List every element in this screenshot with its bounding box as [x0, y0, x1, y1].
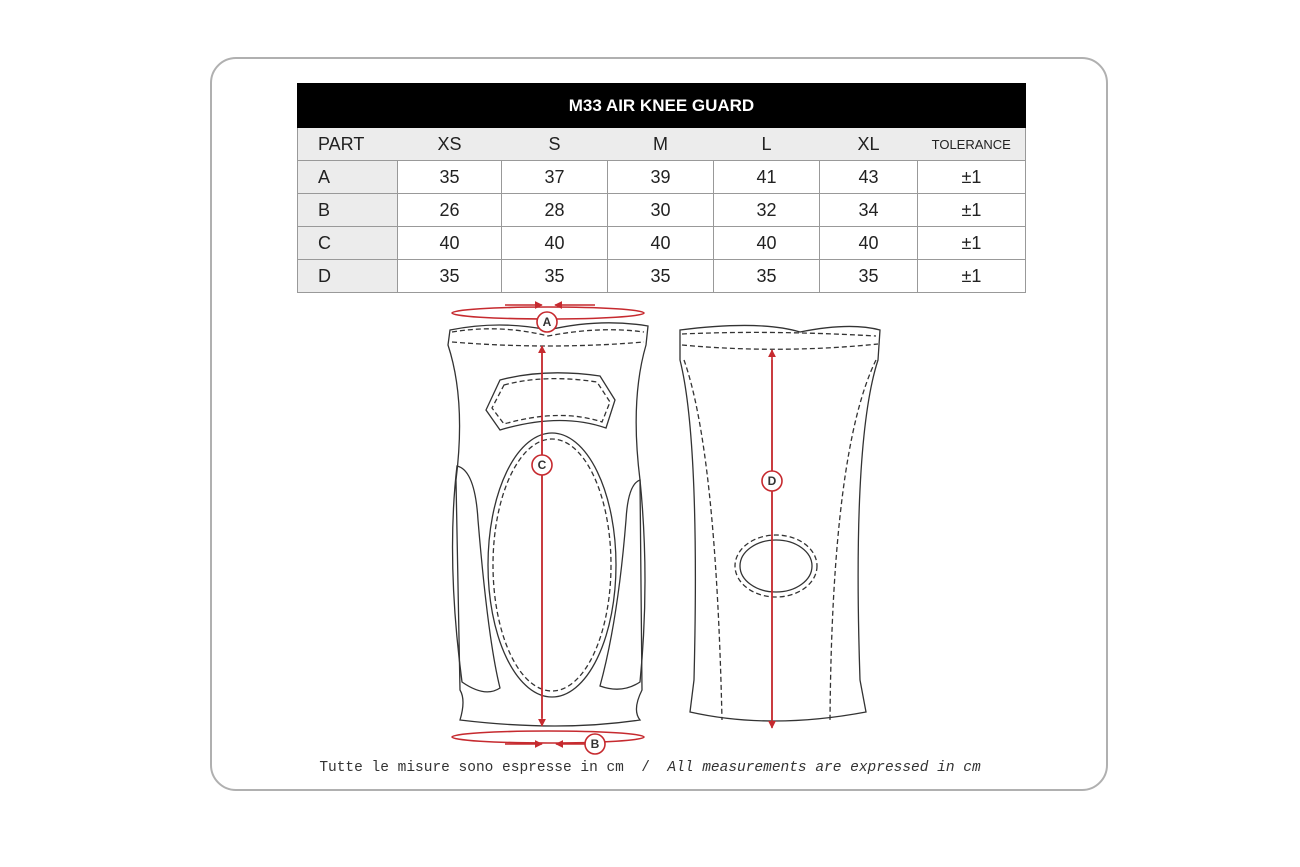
footer-italian: Tutte le misure sono espresse in cm [319, 760, 624, 776]
label-b: B [591, 737, 600, 751]
value-cell: 28 [501, 193, 608, 227]
front-view [447, 322, 649, 727]
label-b-badge [584, 733, 606, 755]
value-cell: 35 [713, 259, 820, 293]
value-cell: 43 [819, 160, 918, 194]
table-row: B 26 28 30 32 34 ±1 [297, 193, 1026, 227]
footer-english: All measurements are expressed in cm [667, 760, 981, 776]
table-title: M33 AIR KNEE GUARD [297, 83, 1026, 128]
footer-separator: / [641, 760, 650, 776]
table-row: A 35 37 39 41 43 ±1 [297, 160, 1026, 194]
part-cell: C [297, 226, 398, 260]
label-c: C [538, 458, 547, 472]
value-cell: 26 [397, 193, 502, 227]
value-cell: 40 [501, 226, 608, 260]
column-header: L [713, 127, 820, 161]
value-cell: 35 [397, 160, 502, 194]
measurement-lines [451, 301, 776, 748]
back-view [679, 324, 881, 722]
value-cell: 35 [397, 259, 502, 293]
label-a-badge [536, 311, 558, 333]
tolerance-cell: ±1 [917, 259, 1026, 293]
part-cell: D [297, 259, 398, 293]
measure-b-loop [451, 730, 645, 744]
table-row: D 35 35 35 35 35 ±1 [297, 259, 1026, 293]
part-cell: A [297, 160, 398, 194]
footer-note: Tutte le misure sono espresse in cm / Al… [0, 760, 1300, 776]
size-table: M33 AIR KNEE GUARD PART XS S M L XL TOLE… [297, 83, 1026, 293]
table-header: PART XS S M L XL TOLERANCE [297, 127, 1026, 161]
size-chart-card [210, 57, 1108, 791]
value-cell: 35 [501, 259, 608, 293]
tolerance-cell: ±1 [917, 193, 1026, 227]
label-c-badge [531, 454, 553, 476]
part-cell: B [297, 193, 398, 227]
column-header: S [501, 127, 608, 161]
value-cell: 37 [501, 160, 608, 194]
label-d: D [768, 474, 777, 488]
value-cell: 40 [713, 226, 820, 260]
column-header: XL [819, 127, 918, 161]
tolerance-cell: ±1 [917, 226, 1026, 260]
column-header: TOLERANCE [917, 127, 1026, 161]
value-cell: 34 [819, 193, 918, 227]
tolerance-cell: ±1 [917, 160, 1026, 194]
label-a: A [543, 315, 552, 329]
label-d-badge [761, 470, 783, 492]
value-cell: 35 [607, 259, 714, 293]
